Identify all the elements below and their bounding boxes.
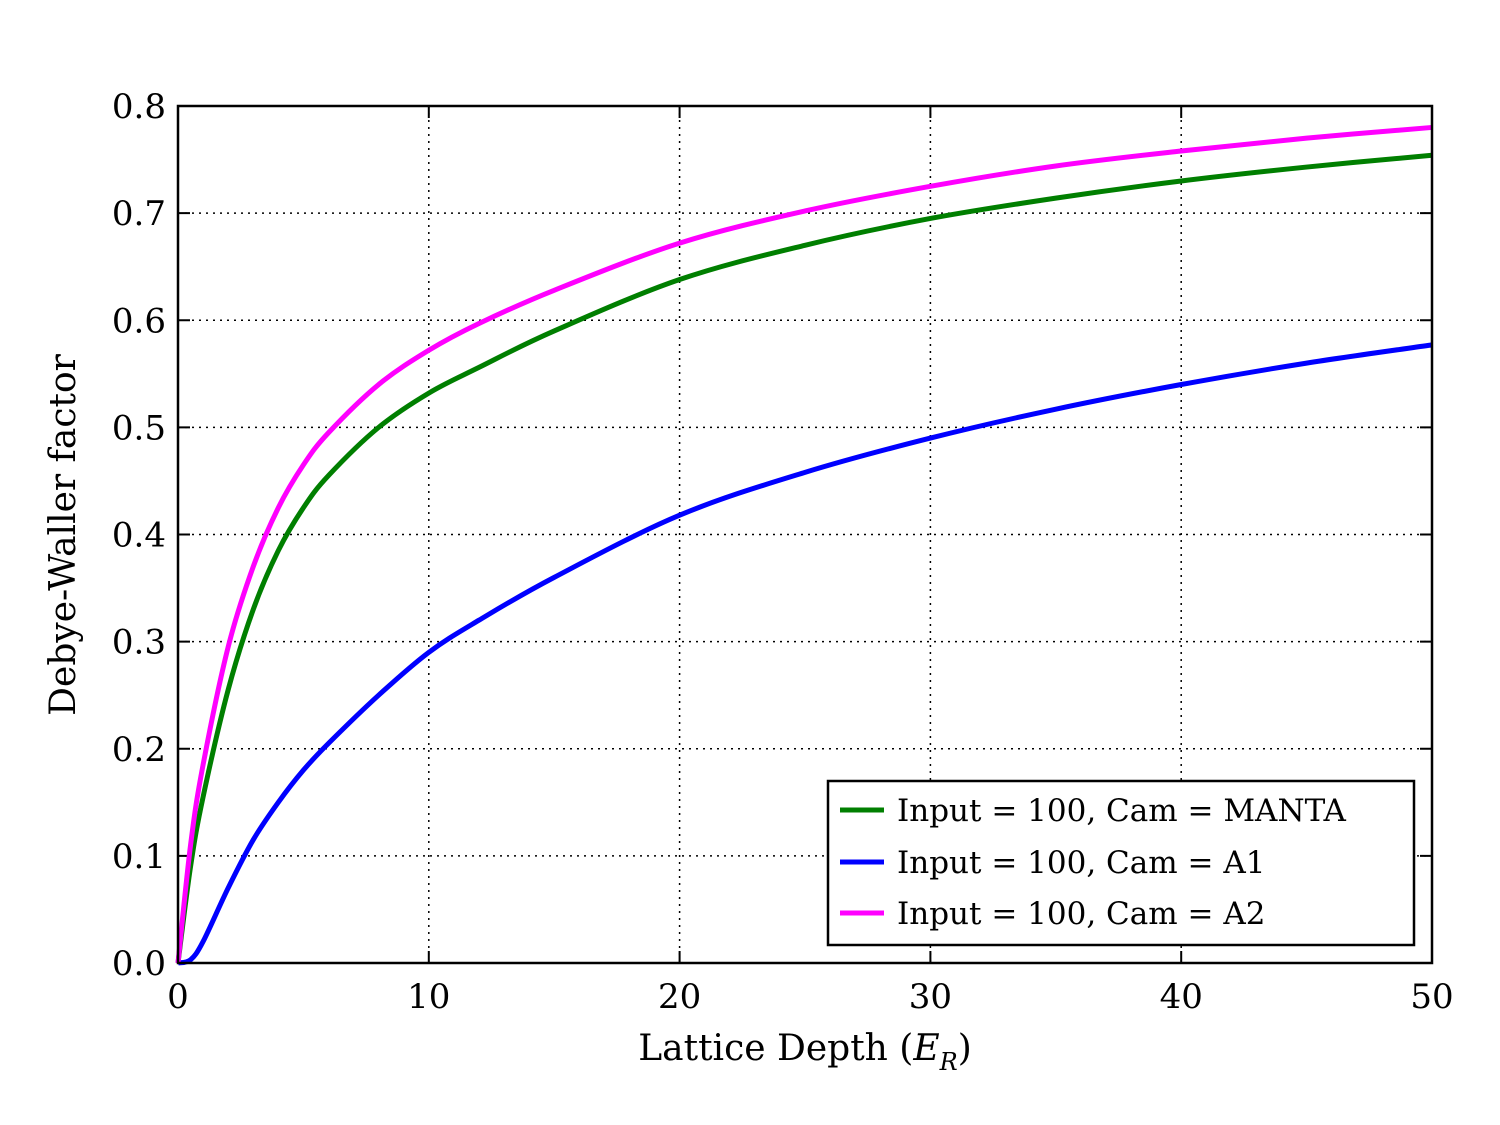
x-tick-label: 50 bbox=[1410, 977, 1453, 1017]
x-tick-label: 0 bbox=[167, 977, 189, 1017]
legend-label-2: Input = 100, Cam = A1 bbox=[897, 845, 1265, 881]
series-line-2 bbox=[177, 342, 1433, 966]
y-tick-label: 0.4 bbox=[112, 516, 166, 556]
plot-frame bbox=[176, 104, 1434, 965]
legend: Input = 100, Cam = MANTA Input = 100, Cam… bbox=[826, 779, 1416, 947]
y-tick-label: 0.0 bbox=[112, 944, 166, 984]
legend-label-1: Input = 100, Cam = MANTA bbox=[897, 793, 1347, 829]
y-tick-label: 0.8 bbox=[112, 87, 166, 127]
y-tick-label: 0.7 bbox=[112, 194, 166, 234]
y-tick-label: 0.6 bbox=[112, 301, 166, 341]
series-lines bbox=[175, 124, 1433, 966]
y-tick-label: 0.5 bbox=[112, 408, 166, 448]
y-tick-label: 0.3 bbox=[112, 623, 166, 663]
x-axis-label: Lattice Depth (ER) bbox=[638, 1028, 972, 1076]
x-tick-label: 30 bbox=[909, 977, 952, 1017]
y-tick-label: 0.1 bbox=[112, 837, 166, 877]
legend-label-3: Input = 100, Cam = A2 bbox=[897, 896, 1265, 932]
series-line-3 bbox=[175, 124, 1433, 964]
series-line-1 bbox=[175, 152, 1433, 964]
y-axis-label: Debye-Waller factor bbox=[43, 353, 84, 715]
y-tick-label: 0.2 bbox=[112, 730, 166, 770]
x-tick-labels: 0 10 20 30 40 50 bbox=[167, 977, 1453, 1017]
x-tick-label: 10 bbox=[407, 977, 450, 1017]
x-tick-label: 20 bbox=[658, 977, 701, 1017]
x-tick-label: 40 bbox=[1160, 977, 1203, 1017]
legend-box bbox=[826, 779, 1416, 947]
y-tick-labels: 0.0 0.1 0.2 0.3 0.4 0.5 0.6 0.7 0.8 bbox=[112, 87, 166, 984]
